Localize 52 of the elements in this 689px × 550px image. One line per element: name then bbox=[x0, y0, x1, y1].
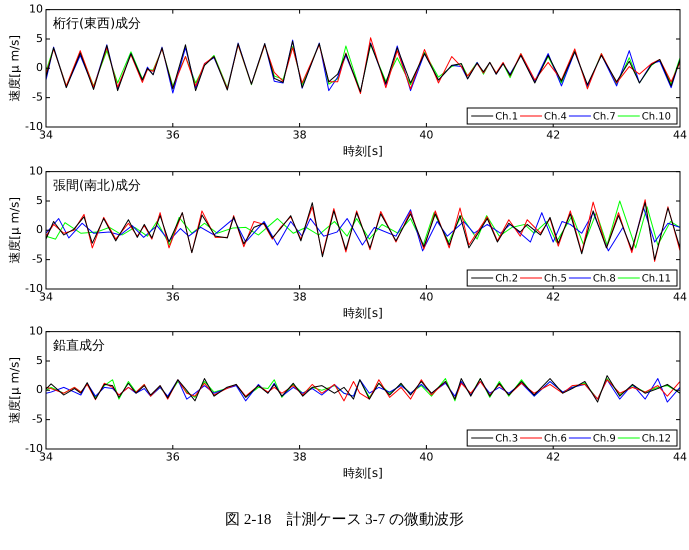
y-axis-title: 速度[μ m/s] bbox=[7, 356, 22, 424]
x-axis-title: 時刻[s] bbox=[343, 306, 383, 320]
x-tick-label: 36 bbox=[166, 128, 180, 142]
x-tick-label: 38 bbox=[292, 128, 307, 142]
y-tick-label: -5 bbox=[32, 252, 43, 266]
y-tick-label: 10 bbox=[29, 164, 43, 178]
legend-label: Ch.9 bbox=[592, 434, 616, 445]
legend-label: Ch.1 bbox=[495, 112, 518, 123]
legend-label: Ch.11 bbox=[642, 274, 672, 285]
legend-label: Ch.7 bbox=[592, 112, 616, 123]
caption: 図 2-18 計測ケース 3-7 の微動波形 bbox=[224, 510, 465, 529]
text: 桁行(東西)成分 bbox=[53, 16, 142, 32]
y-tick-label: 5 bbox=[36, 354, 43, 367]
x-axis-title: 時刻[s] bbox=[343, 144, 383, 158]
text: 張間(南北)成分 bbox=[53, 178, 142, 194]
legend-label: Ch.8 bbox=[592, 274, 616, 285]
y-axis-title: 速度[μ m/s] bbox=[7, 34, 22, 102]
y-tick-label: -5 bbox=[32, 90, 43, 104]
x-tick-label: 36 bbox=[166, 450, 180, 464]
x-tick-label: 44 bbox=[673, 450, 687, 464]
legend-label: Ch.3 bbox=[495, 434, 518, 445]
y-tick-label: 5 bbox=[36, 32, 43, 45]
x-tick-label: 42 bbox=[546, 290, 560, 304]
x-tick-label: 44 bbox=[673, 128, 687, 142]
y-tick-label: -10 bbox=[25, 442, 43, 455]
y-tick-label: -5 bbox=[32, 412, 43, 426]
x-tick-label: 38 bbox=[292, 290, 307, 304]
legend-label: Ch.2 bbox=[495, 274, 518, 285]
y-tick-label: -10 bbox=[25, 282, 43, 295]
x-tick-label: 38 bbox=[292, 450, 307, 464]
x-tick-label: 44 bbox=[673, 290, 687, 304]
legend-label: Ch.4 bbox=[544, 112, 567, 123]
y-tick-label: 10 bbox=[29, 324, 43, 338]
x-tick-label: 42 bbox=[546, 128, 560, 142]
y-axis-title: 速度[μ m/s] bbox=[7, 196, 22, 264]
legend-label: Ch.6 bbox=[544, 434, 567, 445]
x-axis-title: 時刻[s] bbox=[343, 466, 383, 480]
y-tick-label: 5 bbox=[36, 194, 43, 207]
text: 鉛直成分 bbox=[53, 338, 105, 354]
x-tick-label: 40 bbox=[419, 128, 434, 142]
legend-label: Ch.10 bbox=[642, 112, 672, 123]
y-tick-label: 0 bbox=[36, 61, 43, 74]
legend-label: Ch.5 bbox=[544, 274, 567, 285]
x-tick-label: 40 bbox=[419, 290, 434, 304]
x-tick-label: 42 bbox=[546, 450, 560, 464]
y-tick-label: 0 bbox=[36, 223, 43, 236]
y-tick-label: 0 bbox=[36, 383, 43, 396]
y-tick-label: 10 bbox=[29, 2, 43, 16]
x-tick-label: 36 bbox=[166, 290, 180, 304]
x-tick-label: 40 bbox=[419, 450, 434, 464]
legend-label: Ch.12 bbox=[642, 434, 672, 445]
y-tick-label: -10 bbox=[25, 120, 43, 133]
